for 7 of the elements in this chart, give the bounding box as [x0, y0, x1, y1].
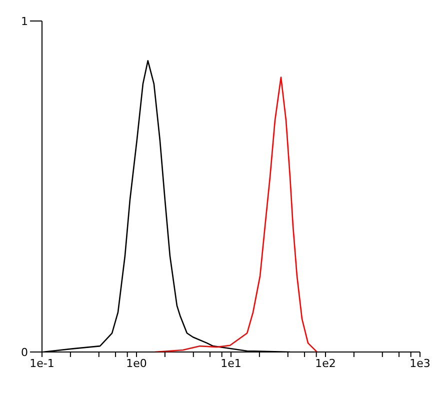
y-tick-label: 1	[21, 14, 28, 28]
x-tick-label: 1e2	[315, 356, 336, 370]
x-tick-label: 1e1	[220, 356, 242, 370]
x-tick-label: 1e0	[126, 356, 147, 370]
x-tick-label: 1e3	[410, 356, 430, 370]
y-tick-label: 0	[21, 346, 28, 359]
x-tick-label: 1e-1	[30, 356, 54, 370]
